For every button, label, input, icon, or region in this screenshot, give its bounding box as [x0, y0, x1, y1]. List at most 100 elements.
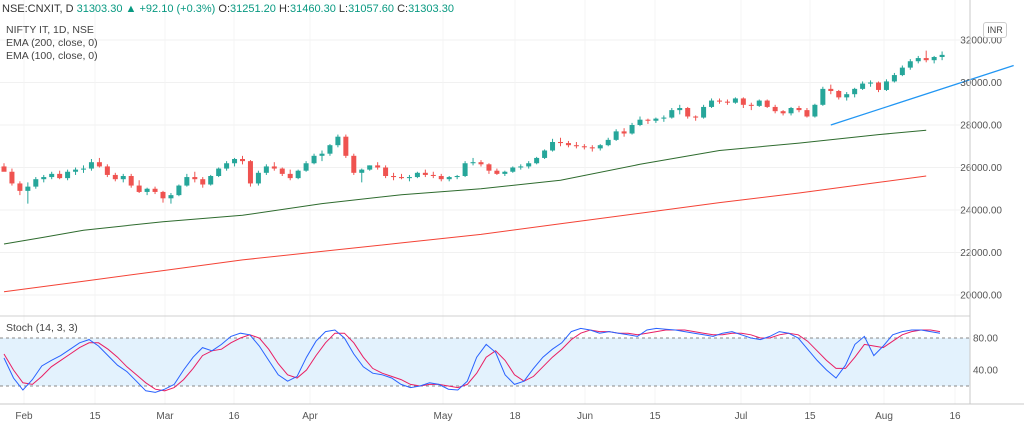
time-axis[interactable]: Feb 15 Mar 16 Apr May 18 Jun 15 Jul 15 Aug 16 [15, 411, 961, 422]
candle-up [883, 81, 889, 90]
price-tick-label: 32000.00 [960, 36, 1002, 47]
candle-up [319, 153, 325, 156]
candle-down [573, 145, 579, 147]
candle-down [685, 108, 691, 117]
candle-up [65, 171, 71, 179]
price-tick-label: 24000.00 [960, 206, 1002, 217]
candle-up [669, 110, 675, 118]
time-tick-label: Jul [735, 411, 748, 422]
candle-down [9, 171, 15, 184]
price-tick-label: 26000.00 [960, 163, 1002, 174]
time-tick-label: 18 [509, 411, 521, 422]
symbol-label[interactable]: NSE:CNXIT, D [2, 3, 74, 15]
time-tick-label: 15 [89, 411, 101, 422]
high-value: 31460.30 [289, 3, 336, 15]
open-label: O: [218, 3, 231, 15]
ema-200-legend[interactable]: EMA (200, close, 0) [6, 37, 98, 49]
candle-down [764, 100, 770, 107]
candle-up [255, 172, 261, 184]
candle-down [645, 119, 651, 121]
candle-up [216, 168, 222, 176]
ema-100-legend[interactable]: EMA (100, close, 0) [6, 50, 98, 62]
time-tick-label: Jun [577, 411, 593, 422]
candle-up [502, 171, 508, 174]
candle-down [486, 164, 492, 171]
candle-up [120, 176, 126, 180]
price-axis[interactable]: 32000.00 30000.00 28000.00 26000.00 24000.00… [960, 36, 1002, 302]
candle-up [406, 177, 412, 179]
candle-up [637, 119, 643, 125]
candle-down [96, 162, 102, 167]
candle-down [422, 172, 428, 175]
candle-up [709, 100, 715, 107]
time-tick-label: Feb [15, 411, 33, 422]
candle-up [931, 57, 937, 61]
candle-up [788, 108, 794, 114]
up-arrow-icon: ▲ [125, 3, 137, 15]
candle-up [414, 172, 420, 178]
stoch-legend[interactable]: Stoch (14, 3, 3) [6, 322, 78, 334]
candle-up [88, 162, 94, 169]
candlestick-series [1, 50, 945, 204]
close-value: 31303.30 [408, 3, 454, 15]
candle-up [891, 75, 897, 82]
candle-down [391, 176, 397, 178]
candle-up [470, 162, 476, 164]
candle-up [454, 176, 460, 178]
candle-up [303, 163, 309, 171]
time-tick-label: 15 [649, 411, 661, 422]
candle-up [144, 188, 150, 192]
stoch-d-line [3, 329, 941, 392]
candle-down [740, 98, 746, 105]
time-tick-label: Apr [302, 411, 318, 422]
open-value: 31251.20 [230, 3, 276, 15]
price-tick-label: 20000.00 [960, 291, 1002, 302]
high-label: H: [278, 3, 290, 15]
candle-up [224, 163, 230, 169]
candle-up [367, 165, 373, 170]
candle-up [756, 100, 762, 106]
candle-up [73, 169, 79, 172]
last-price: 31303.30 [76, 3, 123, 15]
candle-up [915, 58, 921, 62]
candle-up [542, 150, 548, 158]
candle-down [772, 106, 778, 112]
candle-up [629, 125, 635, 134]
ema-200-path [3, 129, 927, 245]
candle-up [526, 163, 532, 167]
candle-up [939, 54, 945, 57]
stoch-tick-label: 40.00 [973, 366, 998, 377]
ema-100-line [3, 175, 927, 293]
time-tick-label: May [434, 411, 453, 422]
stoch-axis[interactable]: 80.00 40.00 [973, 334, 998, 377]
stoch-tick-label: 80.00 [973, 334, 998, 345]
chart-title[interactable]: NIFTY IT, 1D, NSE [6, 24, 94, 36]
candle-up [208, 176, 214, 185]
candle-down [17, 183, 23, 191]
candle-up [653, 118, 659, 121]
candle-down [558, 142, 563, 144]
candle-down [430, 174, 436, 176]
trendline[interactable] [830, 64, 1014, 126]
symbol-header: NSE:CNXIT, D 31303.30 ▲ +92.10 (+0.3%) O… [2, 1, 454, 17]
candle-up [613, 131, 619, 140]
candle-up [327, 145, 333, 154]
stoch-k-line [3, 327, 941, 393]
candle-up [359, 169, 365, 173]
candle-down [279, 168, 285, 174]
ema-100-path [3, 175, 927, 293]
candle-up [534, 157, 540, 164]
candle-up [701, 106, 707, 118]
candle-up [518, 166, 524, 168]
candle-down [796, 108, 802, 111]
candle-down [923, 58, 929, 61]
close-label: C: [397, 3, 409, 15]
candle-down [1, 166, 7, 172]
candle-down [375, 165, 381, 168]
currency-badge[interactable]: INR [983, 22, 1007, 38]
candle-down [717, 100, 722, 102]
candle-down [748, 104, 754, 106]
candle-up [41, 177, 47, 180]
time-tick-label: 15 [804, 411, 816, 422]
